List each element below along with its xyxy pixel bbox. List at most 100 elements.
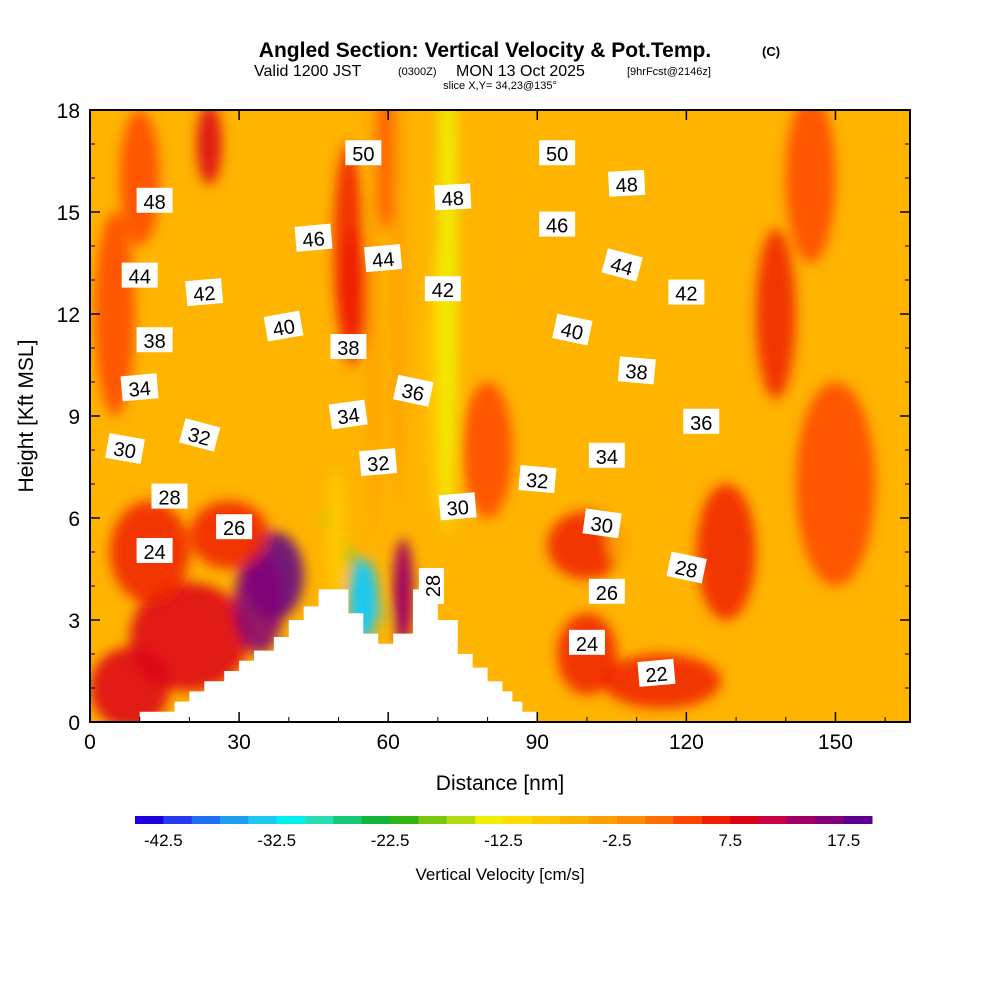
colorbar-tick-label: -12.5 — [484, 831, 523, 850]
y-tick-label: 0 — [68, 712, 80, 735]
vertical-velocity-field — [90, 110, 876, 722]
velocity-cell — [696, 484, 756, 620]
colorbar-tick-label: -22.5 — [371, 831, 410, 850]
velocity-cell — [338, 229, 369, 365]
velocity-cell — [119, 110, 160, 246]
contour-label: 22 — [637, 658, 676, 687]
contour-label-box — [345, 140, 382, 166]
colorbar-swatch — [701, 816, 731, 824]
contour-label-text: 34 — [336, 405, 361, 430]
colorbar-swatch — [531, 816, 561, 824]
contour-label: 26 — [216, 514, 253, 540]
colorbar-swatch — [135, 816, 164, 824]
colorbar-swatch — [390, 816, 419, 824]
contour-label-box — [438, 492, 477, 521]
contour-label-text: 28 — [673, 557, 699, 583]
x-tick-label: 90 — [526, 731, 549, 754]
contour-label-text: 36 — [400, 380, 426, 406]
contour-label-text: 30 — [589, 513, 614, 538]
contour-label-box — [637, 658, 676, 687]
contour-label-text: 32 — [525, 470, 549, 494]
velocity-updraft-streak — [367, 110, 380, 552]
velocity-updraft-core — [393, 538, 414, 648]
contour-label-text: 48 — [441, 188, 464, 211]
contour-label-box — [539, 140, 576, 166]
x-tick-label: 150 — [818, 731, 853, 754]
contour-label-box — [666, 551, 707, 584]
chart-title-unit: (C) — [762, 44, 780, 59]
contour-label-box — [364, 244, 403, 273]
contour-label: 24 — [136, 538, 173, 564]
y-tick-label: 6 — [68, 508, 80, 531]
contour-label: 42 — [424, 276, 461, 302]
contour-label: 38 — [136, 327, 173, 353]
contour-label-box — [418, 568, 444, 604]
contour-label: 38 — [617, 356, 656, 385]
velocity-updraft-streak — [391, 110, 406, 518]
contour-label-text: 36 — [690, 413, 712, 435]
velocity-updraft-streak — [437, 110, 458, 535]
velocity-downdraft-edge — [326, 467, 346, 603]
contour-label-box — [121, 262, 158, 288]
contour-label-box — [105, 433, 145, 464]
contour-label: 32 — [518, 465, 557, 494]
contour-label: 30 — [582, 508, 622, 539]
contour-label: 46 — [539, 211, 576, 238]
contour-label-box — [424, 276, 461, 302]
x-tick-label: 30 — [227, 731, 250, 754]
contour-label-text: 38 — [337, 338, 359, 360]
colorbar-swatch — [333, 816, 363, 824]
contour-label-text: 42 — [432, 280, 454, 302]
colorbar-swatch — [475, 816, 504, 824]
contour-label-box — [518, 465, 557, 494]
colorbar-label: Vertical Velocity [cm/s] — [415, 865, 584, 884]
velocity-cell — [462, 382, 513, 518]
colorbar-swatch — [418, 816, 448, 824]
contour-label-box — [568, 629, 605, 655]
contour-label-box — [136, 538, 173, 563]
contour-label: 50 — [539, 140, 576, 166]
contour-label-box — [608, 169, 646, 197]
terrain-mask — [139, 589, 538, 722]
contour-label-box — [359, 448, 398, 477]
contour-label: 44 — [121, 262, 158, 289]
y-tick-label: 9 — [68, 406, 80, 429]
contour-label: 46 — [294, 223, 333, 252]
contour-label-box — [588, 578, 625, 604]
contour-label: 30 — [105, 433, 145, 464]
x-tick-label: 60 — [377, 731, 400, 754]
x-tick-label: 120 — [669, 731, 704, 754]
valid-time-forecast: [9hrFcst@2146z] — [627, 66, 711, 78]
contour-label: 34 — [328, 399, 368, 430]
contour-label-box — [151, 483, 188, 509]
velocity-cell — [795, 382, 876, 586]
contour-label-text: 44 — [371, 249, 395, 273]
contour-label-box — [539, 211, 576, 237]
colorbar: -42.5 -32.5 -22.5 -12.5 -2.5 7.5 17.5 — [135, 816, 873, 850]
contour-label-text: 50 — [352, 144, 374, 166]
colorbar-swatch — [220, 816, 249, 824]
contour-label-box — [617, 356, 656, 385]
contour-label: 24 — [568, 629, 605, 656]
contour-label-box — [668, 279, 705, 305]
contour-label-text: 40 — [559, 319, 585, 345]
valid-time-prefix: Valid 1200 JST — [254, 63, 362, 80]
contour-label-text: 42 — [192, 283, 216, 307]
colorbar-tick-label: 17.5 — [827, 831, 860, 850]
colorbar-swatch — [730, 816, 760, 824]
contour-label-box — [328, 399, 368, 430]
contour-label: 34 — [588, 442, 625, 469]
velocity-cell — [512, 127, 543, 297]
contour-label-box — [582, 508, 622, 539]
contour-label: 42 — [668, 279, 705, 306]
contour-label-text: 24 — [576, 634, 598, 656]
contour-label: 28 — [666, 551, 707, 584]
colorbar-swatch — [163, 816, 193, 824]
x-tick-label: 0 — [84, 731, 96, 754]
contour-label: 34 — [120, 373, 159, 402]
colorbar-swatch — [786, 816, 816, 824]
contour-label: 28 — [418, 568, 445, 604]
colorbar-swatch — [503, 816, 533, 824]
colorbar-swatch — [843, 816, 873, 824]
